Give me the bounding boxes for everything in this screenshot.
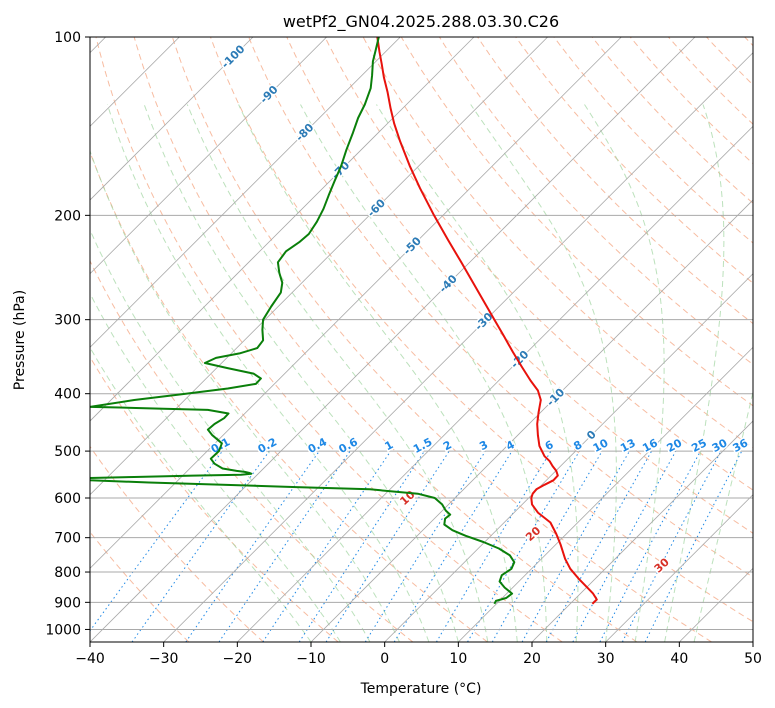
x-tick-label: −40 <box>75 651 105 667</box>
mixing-ratio-line <box>298 450 425 642</box>
x-tick-label: 10 <box>449 651 467 667</box>
x-axis: −40 −30 −20 −10 0 10 20 30 40 50 <box>75 642 762 667</box>
moist-adiabat-line <box>300 104 548 642</box>
mixing-ratio-line <box>435 450 552 642</box>
moist-adiabat-line <box>90 346 312 642</box>
mixing-ratio-line <box>185 450 320 642</box>
plot-frame <box>89 36 754 643</box>
mixing-ratio-line <box>218 450 351 642</box>
moist-adiabat-line <box>376 104 579 642</box>
dry-adiabat-line <box>553 37 753 244</box>
pressure-gridlines <box>90 37 753 630</box>
moist-adiabat-line <box>106 104 430 642</box>
moist-adiabat-line <box>90 149 400 642</box>
isotherm-line <box>90 37 622 569</box>
dry-adiabat-line <box>286 37 753 534</box>
dry-adiabats <box>90 37 753 642</box>
dewpoint-line <box>90 37 516 605</box>
y-tick-label: 700 <box>54 531 81 547</box>
isotherm-line <box>531 420 753 642</box>
x-tick-label: 30 <box>597 651 615 667</box>
isotherm-line <box>90 37 254 201</box>
y-tick-label: 100 <box>54 30 81 46</box>
moist-adiabat-line <box>470 104 617 642</box>
mixing-ratio-line <box>364 450 486 642</box>
isotherm-line <box>163 52 753 642</box>
y-axis: 100 200 300 400 500 600 700 800 900 1000 <box>45 30 90 638</box>
moist-adiabat-line <box>584 104 665 642</box>
dry-adiabat-line <box>95 37 563 642</box>
y-tick-label: 500 <box>54 444 81 460</box>
temperature-line <box>376 37 598 605</box>
y-tick-label: 300 <box>54 313 81 329</box>
isotherm-line <box>384 273 753 642</box>
skewed-isotherms <box>90 37 753 642</box>
x-tick-label: 0 <box>380 651 389 667</box>
moist-adiabats <box>90 104 753 642</box>
y-tick-label: 900 <box>54 595 81 611</box>
y-tick-label: 800 <box>54 565 81 581</box>
mixing-ratio-line <box>599 450 701 642</box>
dry-adiabat-line <box>324 37 753 491</box>
x-axis-label: Temperature (°C) <box>360 681 482 697</box>
mixing-ratio-line <box>325 450 450 642</box>
x-tick-label: −20 <box>223 651 253 667</box>
x-tick-label: −30 <box>149 651 179 667</box>
dry-adiabat-line <box>629 37 753 165</box>
dry-adiabat-line <box>90 445 264 642</box>
dry-adiabat-line <box>438 37 753 366</box>
y-tick-label: 600 <box>54 491 81 507</box>
y-tick-label: 400 <box>54 387 81 403</box>
y-axis-label: Pressure (hPa) <box>12 290 28 390</box>
moist-adiabat-line <box>238 104 518 642</box>
y-tick-label: 1000 <box>45 622 81 638</box>
dry-adiabat-line <box>90 259 414 642</box>
isotherm-line <box>90 37 548 496</box>
mixing-ratio-line <box>262 450 392 642</box>
isotherm-line <box>90 37 696 642</box>
dry-adiabat-line <box>90 150 488 642</box>
moist-adiabat-line <box>693 389 753 642</box>
moist-adiabat-line <box>143 104 459 642</box>
dry-adiabat-line <box>171 37 712 642</box>
moist-adiabat-line <box>186 104 489 642</box>
x-tick-label: −10 <box>296 651 326 667</box>
chart-title: wetPf2_GN04.2025.288.03.30.C26 <box>283 12 559 32</box>
isotherm-line <box>90 37 401 348</box>
dry-adiabat-line <box>248 37 753 578</box>
dry-adiabat-line <box>210 37 753 623</box>
dry-adiabat-line <box>133 37 638 642</box>
isotherm-line <box>237 125 753 642</box>
x-tick-label: 20 <box>523 651 541 667</box>
dry-adiabat-line <box>400 37 753 407</box>
moist-adiabat-line <box>664 104 725 642</box>
sounding-traces <box>90 37 598 605</box>
isotherm-line <box>310 199 753 642</box>
dry-adiabat-line <box>362 37 753 449</box>
isotherm-line <box>90 37 327 275</box>
isotherm-line <box>90 37 475 422</box>
y-tick-label: 200 <box>54 208 81 224</box>
isotherm-line <box>605 494 753 642</box>
x-tick-label: 40 <box>670 651 688 667</box>
mixing-ratio-line <box>572 450 677 642</box>
x-tick-label: 50 <box>744 651 762 667</box>
moist-adiabat-line <box>90 228 371 642</box>
